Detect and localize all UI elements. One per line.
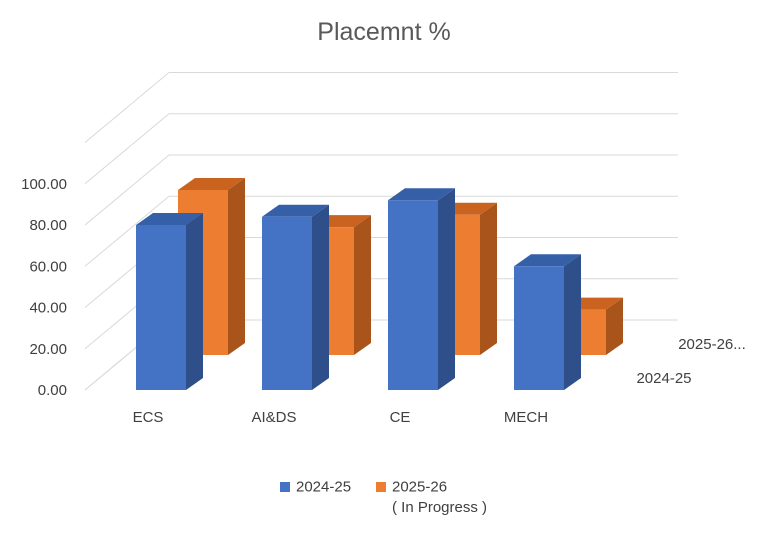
x-tick-label: AI&DS	[251, 409, 296, 426]
bar-top	[178, 178, 245, 190]
gridline-side	[84, 154, 170, 226]
gridline-side	[84, 195, 170, 267]
legend-swatch-series-1	[280, 482, 290, 493]
depth-axis-labels: 2024-25 2025-26...	[636, 336, 745, 387]
legend-label-series-2: 2025-26	[392, 478, 448, 496]
bar-side	[186, 213, 203, 390]
x-axis-labels: ECS AI&DS CE MECH	[133, 409, 549, 426]
bar-1-mech	[514, 254, 581, 390]
y-tick-label: 20.00	[29, 341, 67, 358]
chart-walls	[84, 72, 678, 391]
x-tick-label: ECS	[133, 409, 164, 426]
legend-label-series-1: 2024-25	[296, 478, 352, 496]
y-tick-label: 0.00	[38, 382, 67, 399]
depth-label-series-1: 2024-25	[636, 370, 691, 387]
bar-side	[228, 178, 245, 355]
y-tick-label: 80.00	[29, 217, 67, 234]
gridline-side	[84, 72, 170, 143]
legend-item-series-1: 2024-25	[280, 478, 351, 496]
bar-side	[438, 188, 455, 390]
bar-front	[388, 200, 438, 390]
bar-front	[262, 216, 312, 390]
y-axis-ticks: 0.00 20.00 40.00 60.00 80.00 100.00	[21, 176, 67, 399]
y-tick-label: 40.00	[29, 300, 67, 317]
bar-1-ce	[388, 188, 455, 390]
bar-top	[262, 204, 329, 217]
bar-side	[354, 215, 371, 355]
bars	[136, 178, 623, 390]
y-tick-label: 60.00	[29, 258, 67, 275]
depth-label-series-2: 2025-26...	[678, 336, 746, 353]
chart-title: Placemnt %	[317, 18, 451, 46]
gridline-side	[84, 113, 170, 185]
bar-top	[514, 254, 581, 267]
bar-side	[312, 204, 329, 390]
x-tick-label: CE	[390, 409, 411, 426]
bar-side	[564, 254, 581, 390]
bar-1-ecs	[136, 213, 203, 390]
bar-1-aids	[262, 204, 329, 390]
bar-front	[514, 266, 564, 390]
legend-swatch-series-2	[376, 482, 386, 493]
legend-item-series-2: 2025-26 ( In Progress )	[376, 478, 487, 516]
bar-top	[136, 213, 203, 225]
x-tick-label: MECH	[504, 409, 548, 426]
y-tick-label: 100.00	[21, 176, 67, 193]
legend-label-series-2-note: ( In Progress )	[392, 498, 488, 516]
bar-side	[480, 202, 497, 355]
bar-top	[388, 188, 455, 201]
bar-side	[606, 297, 623, 355]
bar-front	[136, 225, 186, 390]
